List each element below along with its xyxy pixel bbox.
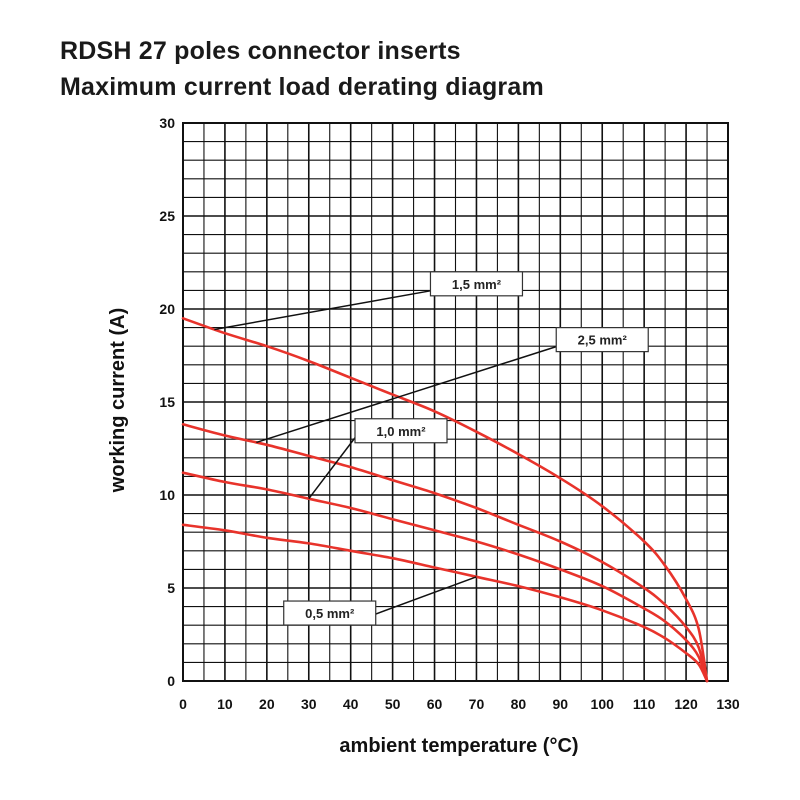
callout-box [555,327,649,353]
callout-box [429,271,524,297]
callout-label: 1,5 mm² [452,277,502,292]
callout-leader-line [256,345,557,444]
x-tick-label: 10 [217,696,233,712]
callout-leader-line [308,437,356,500]
y-tick-label: 5 [167,580,175,596]
x-tick-label: 90 [553,696,569,712]
y-tick-label: 20 [159,301,175,317]
callout-box [283,600,377,626]
x-tick-label: 70 [469,696,485,712]
x-tick-label: 60 [427,696,443,712]
y-tick-label: 30 [159,115,175,131]
plot-frame [182,122,729,682]
x-tick-label: 0 [179,696,187,712]
x-tick-label: 120 [674,696,698,712]
y-tick-label: 10 [159,487,175,503]
x-tick-label: 40 [343,696,359,712]
callout-label: 1,0 mm² [376,424,426,439]
x-tick-label: 20 [259,696,275,712]
callout-layer: 1,5 mm² 2,5 mm² 1,0 mm² 0,5 mm² [214,271,649,626]
x-tick-label: 130 [716,696,740,712]
chart-title-line1: RDSH 27 poles connector inserts [60,37,461,65]
callout-leader-line [375,576,477,615]
callout-label: 2,5 mm² [578,333,628,348]
y-axis-label: working current (A) [107,308,129,493]
y-tick-label: 0 [167,673,175,689]
series-line-4 [181,523,709,683]
callout-box [354,418,448,444]
x-tick-label: 30 [301,696,317,712]
callout-label: 0,5 mm² [305,606,355,621]
x-tick-label: 100 [591,696,615,712]
x-tick-label: 50 [385,696,401,712]
y-tick-label: 15 [159,394,175,410]
series-layer [181,317,709,683]
x-tick-label: 110 [633,696,656,712]
callout-leader-line [214,290,431,331]
y-tick-label: 25 [159,208,175,224]
major-gridlines [182,122,729,682]
tick-labels: 0 10 20 30 40 50 60 70 80 90 100 110 120 130 0 5 10 15 20 2… [159,115,739,712]
x-tick-label: 80 [511,696,527,712]
chart-title-line2: Maximum current load derating diagram [60,73,544,101]
series-line-1 [181,317,709,683]
series-line-2 [181,423,709,683]
series-line-3 [181,471,709,683]
x-axis-label: ambient temperature (°C) [339,735,578,757]
